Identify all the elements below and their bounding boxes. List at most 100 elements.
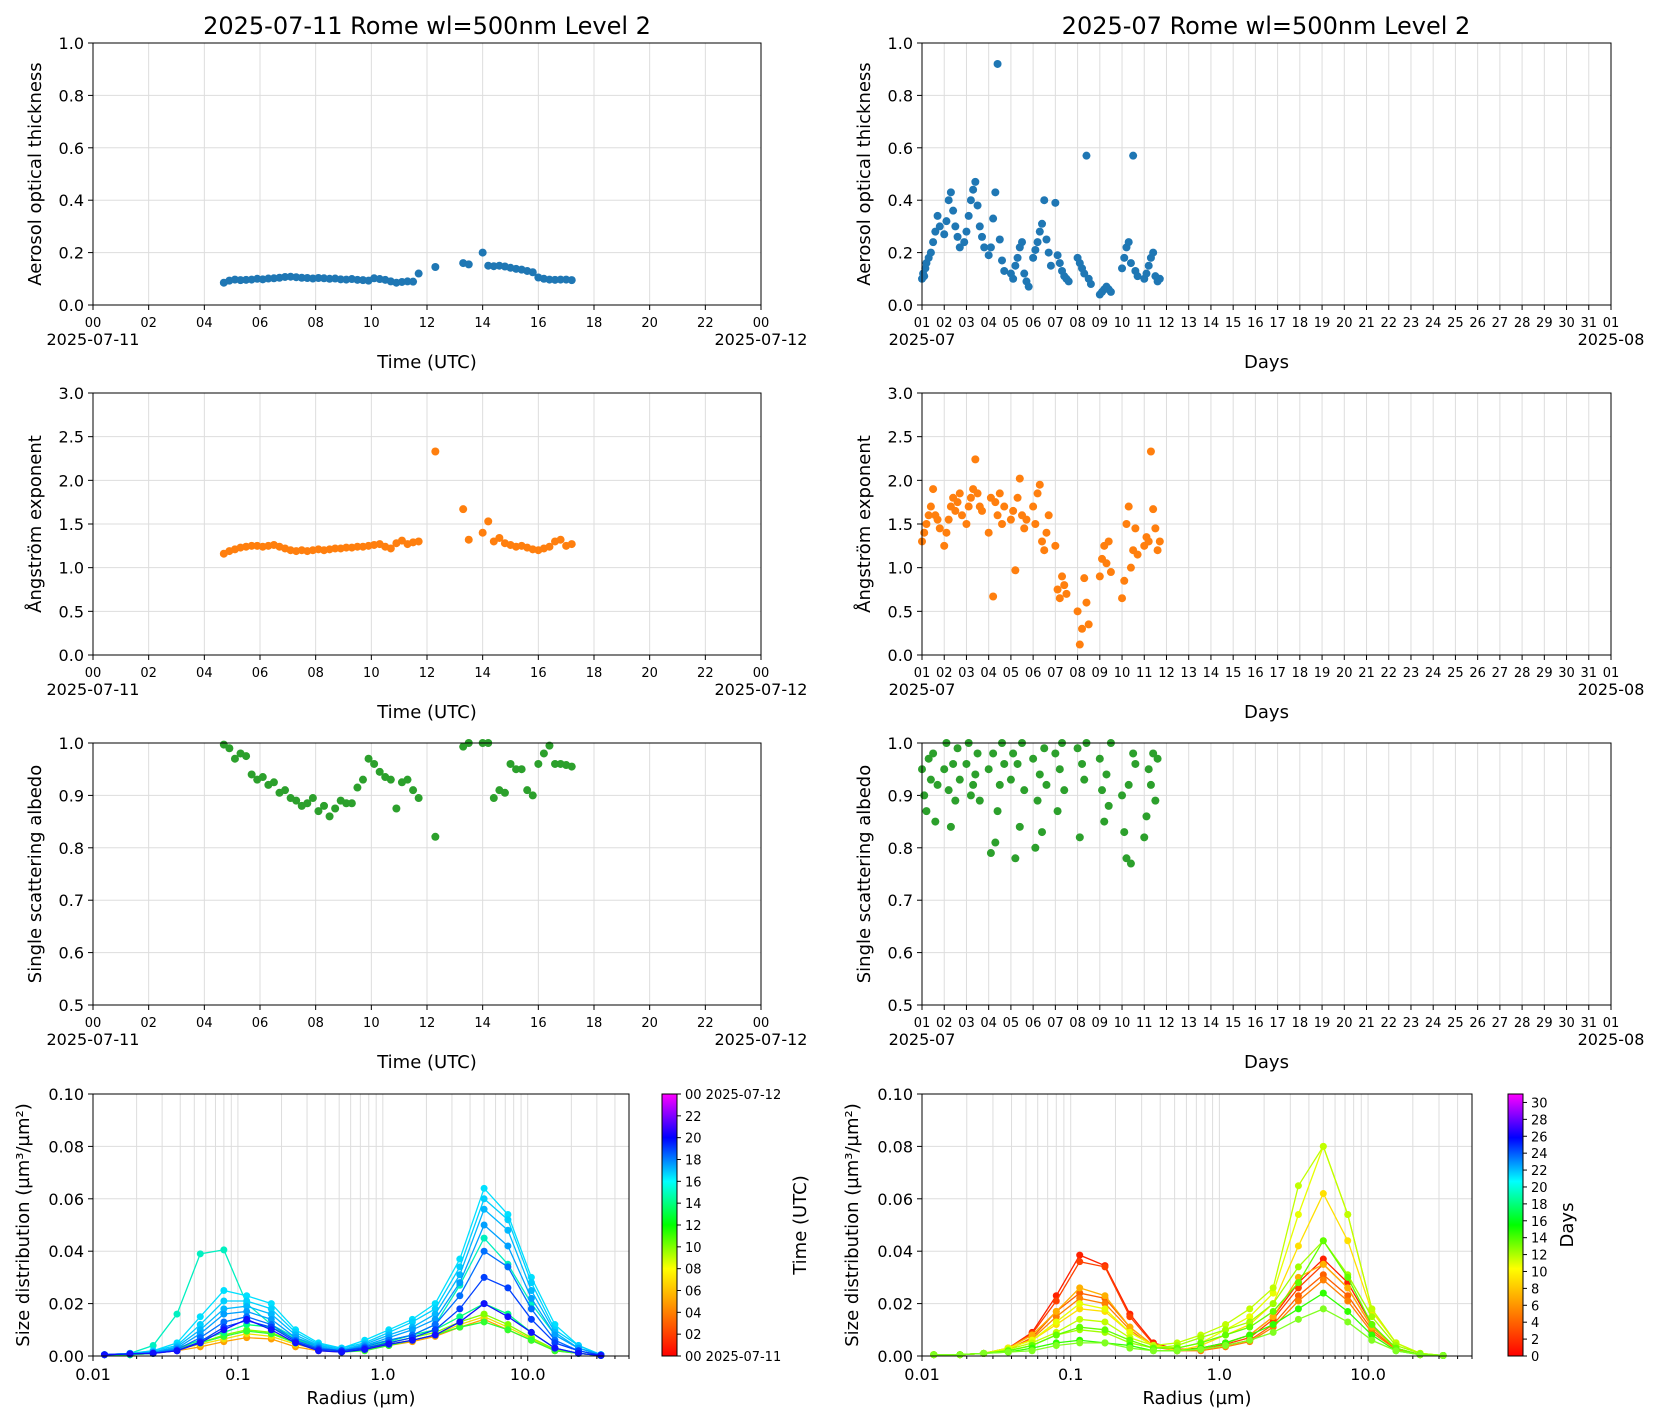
series-point <box>338 1348 346 1356</box>
x-tick-label: 30 <box>1558 316 1575 331</box>
series-point <box>1319 1305 1327 1313</box>
series-point <box>1294 1211 1302 1219</box>
data-point <box>1020 269 1029 278</box>
x-tick-label: 20 <box>1336 666 1353 681</box>
x-tick-label: 00 <box>85 666 102 681</box>
x-axis-label: Radius (µm) <box>306 1388 415 1409</box>
series-point <box>1368 1321 1376 1329</box>
data-point <box>1080 574 1089 583</box>
series-point <box>243 1297 251 1305</box>
x-tick-label: 31 <box>1581 666 1598 681</box>
y-tick-label: 0.06 <box>877 1190 913 1209</box>
x-tick-label: 04 <box>980 666 997 681</box>
x-tick-label: 16 <box>530 1016 547 1031</box>
data-point <box>1044 248 1053 257</box>
data-point <box>517 765 526 774</box>
x-tick-label: 00 <box>753 666 770 681</box>
plot-frame <box>921 742 1612 1006</box>
data-point <box>1020 524 1029 533</box>
data-point <box>1031 520 1040 528</box>
data-point <box>984 251 993 260</box>
colorbar-tick-label: 4 <box>1531 1316 1539 1331</box>
series-point <box>267 1326 275 1334</box>
data-point <box>567 762 576 771</box>
data-point <box>920 272 929 281</box>
aod_day-panel: 00 02 04 06 08 10 12 14 16 18 20 22 000.00.20.40.60.… <box>25 34 807 373</box>
data-point <box>944 196 953 205</box>
data-point <box>989 214 998 223</box>
x-tick-label: 09 <box>1092 316 1109 331</box>
data-point <box>933 780 942 789</box>
data-point <box>1062 589 1071 598</box>
colorbar-tick-label: 24 <box>1531 1147 1548 1162</box>
y-tick-label: 1.0 <box>59 34 84 53</box>
series-point <box>1368 1305 1376 1313</box>
series-point <box>220 1310 228 1318</box>
y-tick-label: 1.0 <box>888 734 913 753</box>
series-point <box>1294 1284 1302 1292</box>
x-date-start: 2025-07 <box>889 680 956 699</box>
x-tick-label: 10 <box>363 316 380 331</box>
series-point <box>220 1326 228 1334</box>
series-point <box>267 1300 275 1308</box>
y-tick-label: 1.0 <box>888 559 913 578</box>
data-point <box>292 796 301 805</box>
series-point <box>480 1184 488 1192</box>
data-point <box>1000 502 1009 511</box>
x-tick-label: 16 <box>530 316 547 331</box>
series-point <box>480 1273 488 1281</box>
series-point <box>456 1305 464 1313</box>
series-point <box>574 1349 582 1357</box>
data-point <box>308 794 317 803</box>
data-point <box>971 770 980 779</box>
data-point <box>953 744 962 753</box>
data-point <box>1118 594 1127 603</box>
colorbar <box>1507 1093 1524 1357</box>
data-point <box>946 188 955 197</box>
data-point <box>1064 277 1073 286</box>
series-point <box>1126 1344 1134 1352</box>
data-point <box>364 754 373 763</box>
data-point <box>1009 274 1018 283</box>
data-point <box>506 759 515 768</box>
x-tick-label: 01 <box>1603 316 1620 331</box>
data-point <box>1155 274 1164 283</box>
y-tick-label: 3.0 <box>59 384 84 403</box>
data-point <box>1120 576 1129 585</box>
data-point <box>1124 502 1133 511</box>
x-tick-label: 0.1 <box>1058 1365 1083 1384</box>
y-tick-label: 0.0 <box>59 296 84 315</box>
data-point <box>1051 541 1060 550</box>
data-point <box>924 511 933 520</box>
data-point <box>1102 770 1111 779</box>
series-point <box>480 1195 488 1203</box>
x-date-start: 2025-07-11 <box>47 680 140 699</box>
y-tick-label: 0.0 <box>59 646 84 665</box>
colorbar-tick-label: 12 <box>685 1219 702 1234</box>
data-point <box>567 276 576 285</box>
data-point <box>225 744 234 753</box>
colorbar-tick-label: 06 <box>685 1285 702 1300</box>
data-point <box>971 177 980 186</box>
data-point <box>935 222 944 231</box>
data-point <box>1033 238 1042 247</box>
y-tick-label: 0.00 <box>877 1347 913 1366</box>
data-point <box>1151 524 1160 533</box>
x-tick-label: 06 <box>252 316 269 331</box>
y-axis-label: Aerosol optical thickness <box>854 62 875 285</box>
data-point <box>1155 537 1164 546</box>
x-tick-label: 0.01 <box>75 1365 111 1384</box>
x-tick-label: 02 <box>936 316 953 331</box>
data-point <box>966 493 975 502</box>
x-tick-label: 17 <box>1269 316 1286 331</box>
x-tick-label: 18 <box>1292 666 1309 681</box>
x-tick-label: 1.0 <box>1207 1365 1232 1384</box>
x-tick-label: 14 <box>1203 1016 1220 1031</box>
x-tick-label: 02 <box>140 666 157 681</box>
x-tick-label: 03 <box>958 316 975 331</box>
x-tick-label: 20 <box>1336 1016 1353 1031</box>
x-tick-label: 14 <box>1203 316 1220 331</box>
y-tick-label: 0.5 <box>888 602 913 621</box>
series-point <box>1246 1305 1254 1313</box>
data-point <box>989 749 998 758</box>
